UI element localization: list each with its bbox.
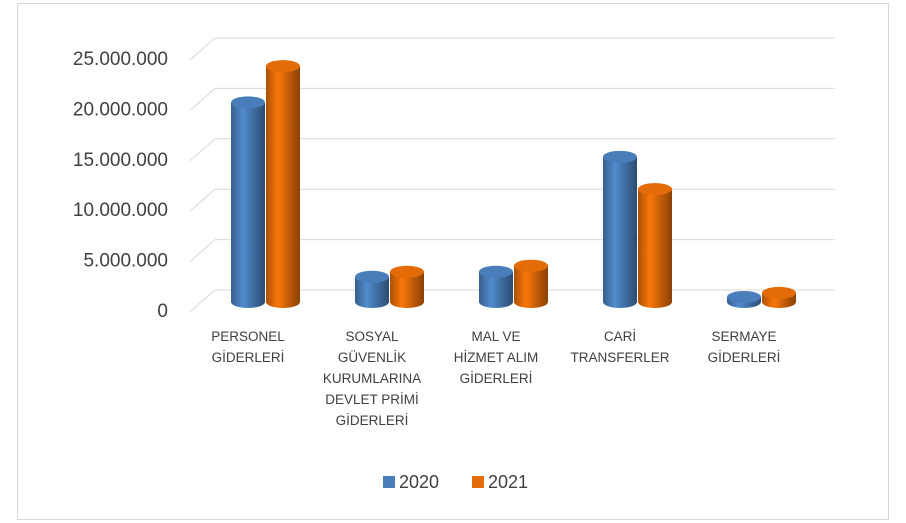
grid-line <box>189 239 216 262</box>
bar <box>231 102 265 308</box>
bar-top <box>762 286 796 299</box>
x-tick-label: CARİ TRANSFERLER <box>570 329 670 365</box>
bar <box>638 189 672 308</box>
bar <box>479 271 513 308</box>
grid-line <box>189 138 216 162</box>
y-tick-label: 25.000.000 <box>73 49 168 70</box>
grid-line <box>189 188 216 212</box>
grid-line <box>189 37 216 61</box>
legend-swatch <box>472 476 484 488</box>
chart-frame <box>17 3 889 520</box>
bar <box>355 276 389 308</box>
bar-top <box>727 290 761 303</box>
y-tick-label: 0 <box>157 301 168 322</box>
grid-line <box>189 289 216 313</box>
legend-label: 2020 <box>399 472 439 492</box>
legend-label: 2021 <box>488 472 528 492</box>
bar-top <box>390 265 424 278</box>
bar-top <box>266 60 300 73</box>
y-tick-label: 20.000.000 <box>73 99 168 120</box>
x-tick-label: PERSONEL GİDERLERİ <box>211 329 285 365</box>
y-tick-label: 5.000.000 <box>83 251 168 272</box>
legend-swatch <box>383 476 395 488</box>
bar-top <box>231 96 265 109</box>
grid-line <box>189 88 216 111</box>
bar-top <box>355 270 389 283</box>
bar-top <box>479 265 513 278</box>
x-tick-label: MAL VE HİZMET ALIM GİDERLERİ <box>453 329 539 386</box>
y-tick-label: 15.000.000 <box>73 150 168 171</box>
bar <box>390 271 424 308</box>
x-tick-label: SERMAYE GİDERLERİ <box>707 329 781 365</box>
x-tick-label: SOSYAL GÜVENLİK KURUMLARINA DEVLET PRİMİ… <box>322 329 422 428</box>
bar-top <box>638 183 672 196</box>
bar <box>603 156 637 308</box>
bar <box>266 66 300 309</box>
y-tick-label: 10.000.000 <box>73 200 168 221</box>
bar <box>514 265 548 308</box>
bar-top <box>514 259 548 272</box>
bar-top <box>603 150 637 163</box>
